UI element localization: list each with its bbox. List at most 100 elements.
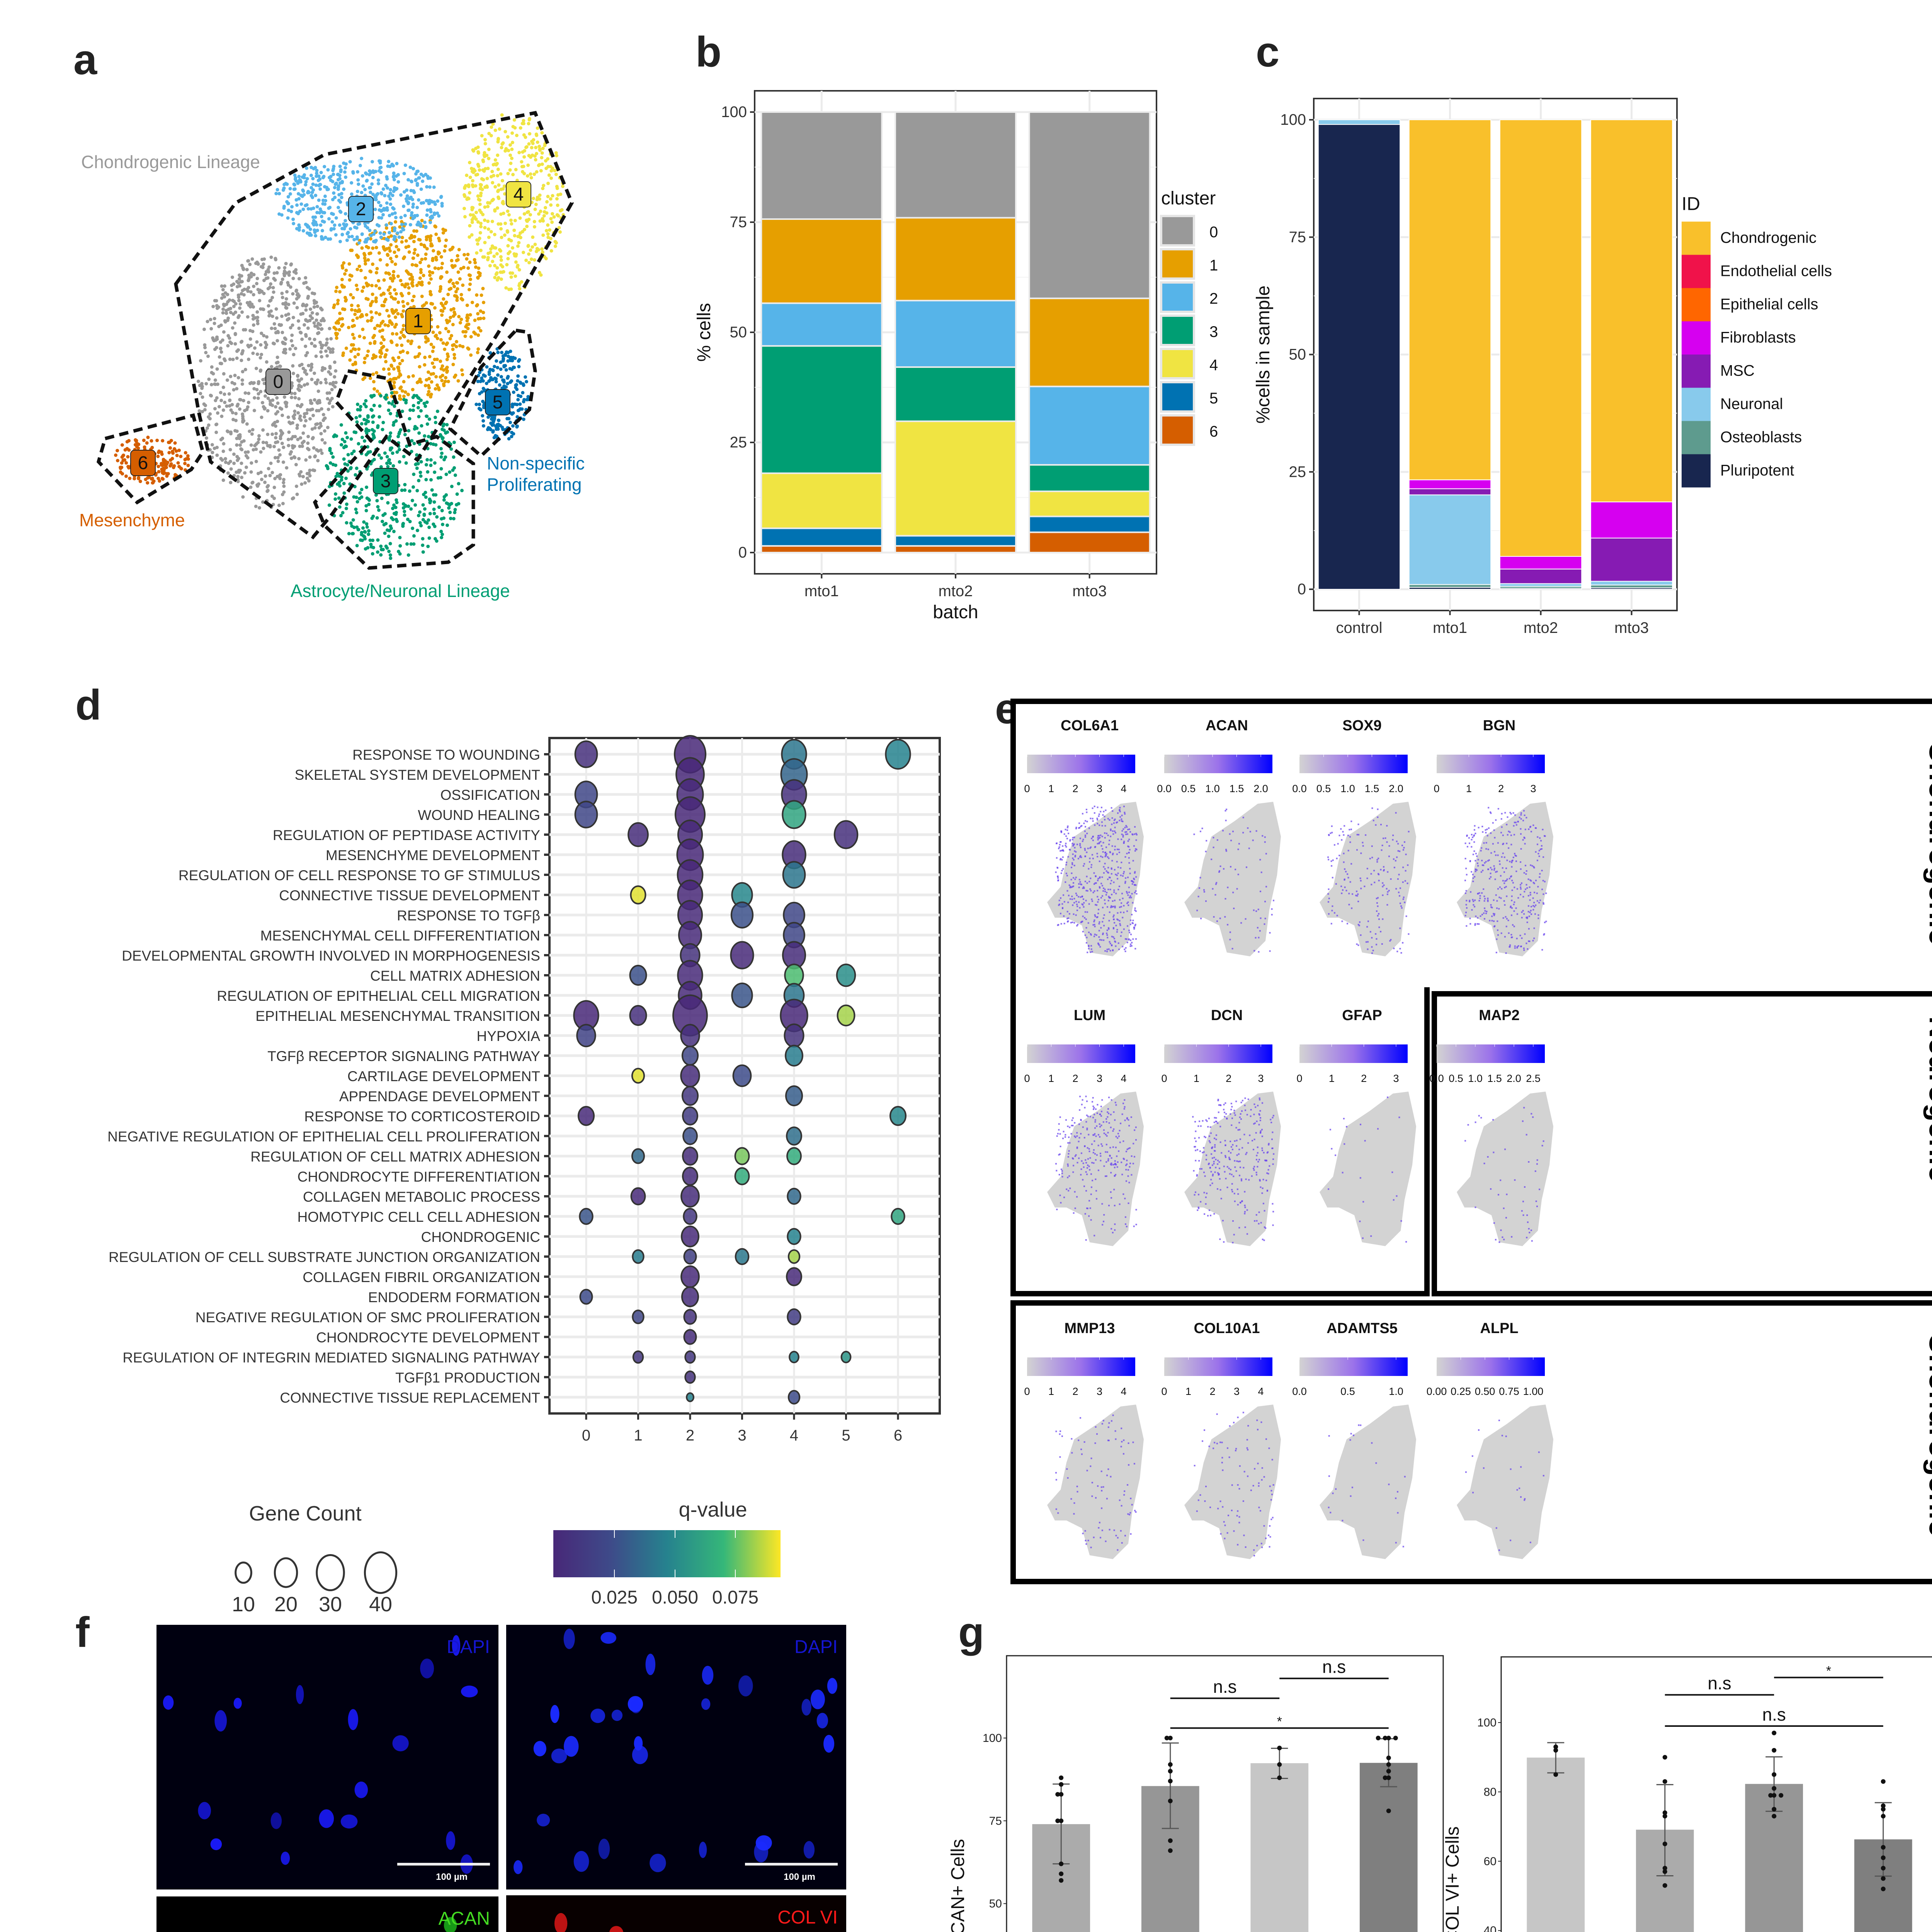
svg-text:4: 4 [514,184,524,205]
term-label: HOMOTYPIC CELL CELL ADHESION [298,1209,540,1225]
bar-segment-mto3-6 [1028,531,1151,554]
gene-name: MMP13 [1065,1320,1115,1337]
term-label: MESENCHYMAL CELL DIFFERENTIATION [260,928,540,944]
colorbar-tick-label: 3 [1097,783,1102,794]
cell [827,1678,837,1694]
y-tick-label: 50 [989,1898,1002,1910]
y-tick-label: 80 [1484,1786,1497,1798]
group-label-positive-chondrogenic: + Chondrogenic [1923,715,1932,945]
enrichment-dot [782,800,806,829]
enrichment-dot [684,1350,696,1364]
colorbar-tick-label: 1.0 [1389,1386,1403,1397]
svg-text:5: 5 [493,392,503,413]
cell [319,1809,334,1828]
enrichment-dot [789,1350,799,1364]
term-label: REGULATION OF CELL SUBSTRATE JUNCTION OR… [109,1249,540,1265]
gene-name: SOX9 [1342,718,1381,734]
cell [564,1736,579,1757]
cluster-label-3: 3 [373,468,398,494]
feature-plot-gfap: GFAP 0 1 2 3 [1296,1007,1416,1246]
legend-label: Pluripotent [1720,462,1794,479]
gene-name: GFAP [1342,1007,1382,1024]
data-point [1881,1845,1886,1850]
box-negative-chondrogenic [1010,1300,1932,1584]
legend-label: Epithelial cells [1720,296,1818,313]
cell [233,1697,242,1709]
data-point [1059,1792,1064,1797]
bar-segment-mto1-2 [760,302,883,347]
umap-silhouette [1320,1405,1416,1559]
legend-label: Fibroblasts [1720,329,1796,346]
term-label: RESPONSE TO CORTICOSTEROID [304,1109,540,1124]
enrichment-dot [787,1228,801,1245]
y-tick-label: 50 [730,324,747,341]
data-point [1772,1786,1777,1791]
gene-name: ADAMTS5 [1327,1320,1398,1337]
x-tick-label: mto2 [1524,619,1558,636]
color-legend-label: 0.050 [652,1587,698,1608]
enrichment-dot [891,1208,905,1225]
data-point [1768,1793,1773,1798]
legend-label: Endothelial cells [1720,263,1832,280]
bar-mto-2 [1250,1763,1309,1932]
x-tick-label: mto1 [1433,619,1467,636]
stain-label: ACAN [438,1908,490,1929]
enrichment-dot [630,885,646,905]
expressing-cells [1193,808,1274,953]
colorbar-tick-label: 4 [1121,783,1126,794]
significance-label: n.s [1708,1673,1731,1693]
term-label: CARTILAGE DEVELOPMENT [347,1068,540,1084]
bar-segment-control-pluripotent [1318,124,1401,590]
x-tick-label: 5 [842,1427,850,1444]
panel-label-d: d [75,681,102,729]
umap-plot: 0 1 2 3 4 5 6 Chondrogenic Lineage Mesen… [79,111,585,601]
gene-name: ALPL [1480,1320,1518,1337]
legend-label: 0 [1209,224,1218,241]
term-label: WOUND HEALING [418,807,540,823]
stain-label: DAPI [794,1637,838,1657]
colorbar-tick-label: 2 [1072,783,1078,794]
data-point [1386,1762,1391,1767]
data-point [1386,1736,1391,1740]
bar-segment-mto3-chondrogenic [1590,119,1673,503]
data-point [1662,1883,1667,1888]
stain-label: DAPI [446,1637,490,1657]
umap-cluster-4-points [463,113,565,291]
y-tick-label: 0 [1298,581,1306,598]
legend-label: 6 [1209,423,1218,440]
colorbar-tick-label: 4 [1121,1386,1126,1397]
expression-colorbar [1437,1357,1545,1376]
cell-nuclei [514,1629,837,1874]
colorbar-tick-label: 0.50 [1475,1386,1495,1397]
size-legend-circle [316,1554,345,1592]
umap-silhouette [1047,1405,1144,1559]
feature-plot-lum: LUM 0 1 2 3 4 [1024,1007,1144,1246]
data-point [1662,1779,1667,1784]
bar-segment-mto1-fibroblasts [1408,479,1492,489]
bar-segment-mto1-msc [1408,488,1492,495]
term-label: CONNECTIVE TISSUE REPLACEMENT [280,1390,540,1406]
term-label: DEVELOPMENTAL GROWTH INVOLVED IN MORPHOG… [122,948,540,964]
colorbar-tick-label: 2 [1209,1386,1215,1397]
expressing-cells [1055,1414,1137,1551]
bar-segment-mto2-pluripotent [1499,588,1582,590]
enrichment-dot [579,1208,594,1225]
y-tick-label: 25 [730,434,747,451]
gene-name: COL6A1 [1061,718,1119,734]
cell [461,1685,478,1697]
umap-silhouette [1184,1092,1281,1246]
gene-name: LUM [1074,1007,1105,1024]
term-label: NEGATIVE REGULATION OF SMC PROLIFERATION [196,1310,540,1325]
y-axis-title: %cells in sample [1253,286,1274,423]
enrichment-dot [574,740,598,768]
legend-swatch [1682,255,1711,288]
legend-label: 4 [1209,357,1218,374]
colorbar-tick-label: 1 [1194,1073,1199,1084]
colorbar-tick-label: 3 [1393,1073,1399,1084]
expression-colorbar [1437,755,1545,773]
scale-bar [745,1863,838,1866]
colorbar-tick-label: 0.5 [1340,1386,1355,1397]
size-legend-label: 40 [369,1593,392,1616]
colorbar-tick-label: 2 [1361,1073,1367,1084]
colorbar-tick-label: 0 [1024,1073,1030,1084]
